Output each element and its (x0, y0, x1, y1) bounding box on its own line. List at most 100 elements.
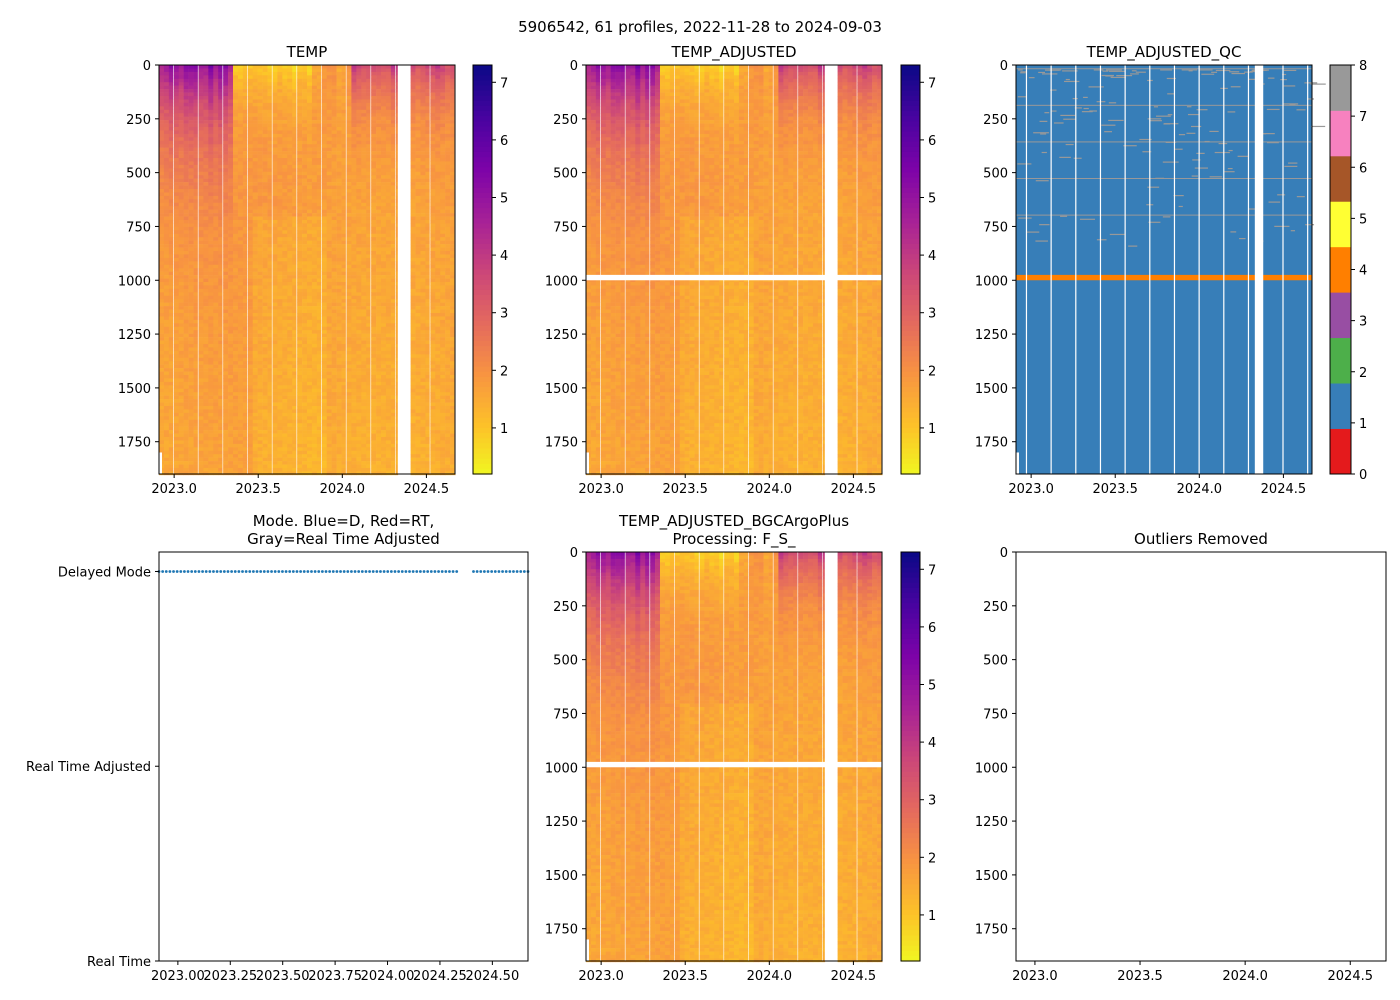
heatmap-cell (272, 140, 278, 145)
heatmap-cell (208, 275, 214, 279)
heatmap-cell (223, 151, 229, 155)
heatmap-cell (203, 285, 209, 290)
heatmap-cell (326, 292, 332, 297)
heatmap-cell (316, 354, 323, 359)
heatmap-cell (237, 209, 244, 214)
heatmap-cell (218, 405, 224, 410)
heatmap-cell (307, 237, 313, 241)
heatmap-cell (311, 230, 318, 235)
heatmap-cell (326, 323, 332, 328)
heatmap-cell (346, 471, 352, 476)
heatmap-cell (213, 185, 219, 190)
heatmap-cell (163, 371, 170, 376)
heatmap-cell (351, 113, 357, 117)
heatmap-cell (223, 188, 229, 193)
heatmap-cell (262, 395, 268, 400)
heatmap-cell (356, 244, 362, 248)
heatmap-cell (218, 199, 224, 204)
heatmap-cell (247, 436, 254, 441)
heatmap-cell (316, 147, 323, 152)
heatmap-cell (193, 295, 199, 300)
heatmap-cell (292, 285, 298, 290)
heatmap-cell (351, 199, 357, 204)
heatmap-cell (198, 268, 204, 272)
heatmap-cell (173, 405, 180, 410)
heatmap-cell (223, 171, 229, 176)
heatmap-cell (213, 244, 219, 248)
heatmap-cell (237, 157, 244, 162)
heatmap-cell (257, 151, 263, 155)
heatmap-cell (198, 188, 204, 193)
heatmap-cell (218, 78, 224, 83)
heatmap-cell (173, 381, 180, 386)
heatmap-cell (316, 171, 323, 176)
heatmap-cell (208, 237, 214, 241)
heatmap-cell (173, 240, 180, 245)
heatmap-cell (311, 443, 318, 448)
heatmap-cell (302, 299, 308, 303)
heatmap-cell (183, 199, 189, 204)
heatmap-cell (346, 405, 352, 410)
heatmap-cell (233, 471, 239, 476)
heatmap-cell (168, 206, 175, 210)
heatmap-cell (302, 188, 308, 193)
heatmap-cell (252, 364, 258, 369)
heatmap-cell (168, 471, 175, 476)
heatmap-cell (267, 85, 273, 90)
heatmap-cell (198, 464, 204, 469)
heatmap-cell (297, 223, 303, 228)
heatmap-cell (198, 454, 204, 458)
heatmap-cell (237, 357, 244, 362)
heatmap-cell (183, 175, 189, 179)
heatmap-cell (277, 392, 283, 396)
heatmap-cell (336, 133, 342, 138)
heatmap-cell (267, 116, 273, 121)
heatmap-cell (208, 68, 214, 73)
heatmap-cell (267, 343, 273, 348)
heatmap-cell (242, 385, 249, 390)
heatmap-cell (252, 378, 258, 383)
heatmap-cell (218, 65, 224, 69)
heatmap-cell (287, 68, 293, 73)
heatmap-cell (356, 99, 362, 104)
heatmap-cell (341, 151, 347, 155)
heatmap-cell (193, 337, 199, 341)
heatmap-cell (223, 109, 229, 114)
heatmap-cell (336, 161, 342, 166)
heatmap-cell (198, 378, 204, 383)
heatmap-cell (208, 65, 214, 69)
heatmap-cell (242, 288, 249, 293)
heatmap-cell (346, 254, 352, 259)
heatmap-cell (316, 230, 323, 235)
heatmap-cell (331, 450, 337, 455)
heatmap-cell (321, 133, 328, 138)
heatmap-cell (282, 85, 288, 90)
heatmap-cell (277, 168, 283, 173)
heatmap-cell (247, 399, 254, 403)
heatmap-cell (237, 440, 244, 445)
heatmap-cell (188, 333, 194, 338)
heatmap-cell (287, 223, 293, 228)
heatmap-cell (159, 288, 165, 293)
heatmap-cell (178, 450, 184, 455)
heatmap-cell (341, 213, 347, 217)
heatmap-cell (242, 237, 249, 241)
heatmap-cell (163, 416, 170, 421)
heatmap-cell (233, 140, 239, 145)
heatmap-cell (267, 175, 273, 179)
heatmap-cell (233, 71, 239, 76)
heatmap-cell (173, 426, 180, 431)
heatmap-cell (326, 312, 332, 317)
heatmap-cell (326, 436, 332, 441)
heatmap-cell (257, 75, 263, 80)
heatmap-cell (208, 278, 214, 283)
heatmap-cell (218, 185, 224, 190)
heatmap-cell (311, 371, 318, 376)
heatmap-cell (257, 109, 263, 114)
heatmap-cell (307, 154, 313, 159)
heatmap-cell (316, 185, 323, 190)
heatmap-cell (272, 271, 278, 276)
heatmap-cell (311, 285, 318, 290)
heatmap-cell (183, 381, 189, 386)
heatmap-cell (277, 368, 283, 372)
